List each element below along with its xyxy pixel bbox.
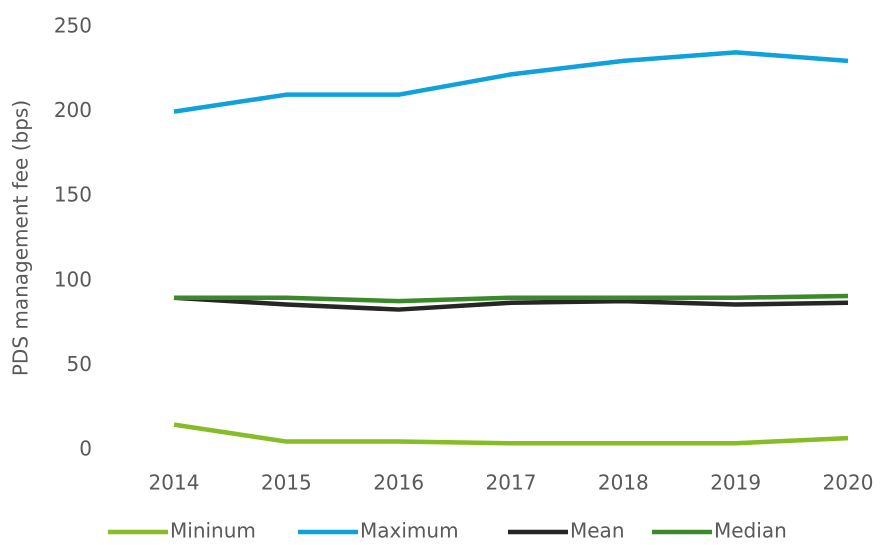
y-tick-label: 0 — [79, 437, 92, 461]
data-line — [174, 293, 849, 304]
x-tick-label: 2019 — [710, 471, 761, 495]
y-tick-label: 50 — [67, 352, 92, 376]
data-line — [173, 50, 849, 114]
x-tick-label: 2016 — [373, 471, 424, 495]
data-line — [173, 422, 849, 446]
x-tick-label: 2020 — [823, 471, 874, 495]
y-tick-label: 100 — [54, 267, 92, 291]
legend-label: Mininum — [170, 519, 256, 543]
legend-label: Maximum — [360, 519, 459, 543]
x-tick-label: 2018 — [598, 471, 649, 495]
y-tick-label: 150 — [54, 183, 92, 207]
y-tick-label: 200 — [54, 98, 92, 122]
x-tick-label: 2014 — [149, 471, 200, 495]
x-tick-label: 2017 — [486, 471, 537, 495]
data-line — [173, 295, 849, 312]
x-tick-label: 2015 — [261, 471, 312, 495]
y-axis-label: PDS management fee (bps) — [9, 100, 33, 376]
y-tick-label: 250 — [54, 14, 92, 38]
legend-label: Median — [714, 519, 787, 543]
legend-label: Mean — [570, 519, 625, 543]
